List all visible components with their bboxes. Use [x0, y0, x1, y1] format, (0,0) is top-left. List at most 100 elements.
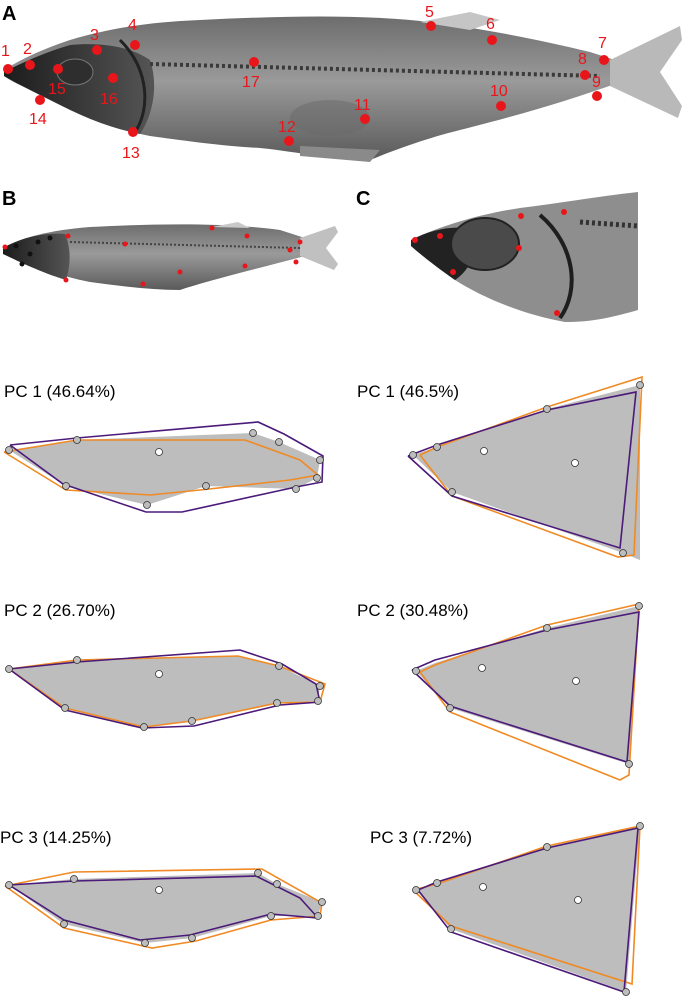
mean-shape — [416, 606, 639, 764]
landmark-number-14: 14 — [29, 111, 47, 128]
landmarks-b — [2, 225, 303, 287]
landmark-b-11 — [242, 263, 248, 269]
landmark-5 — [426, 21, 436, 31]
landmark-9 — [592, 91, 602, 101]
landmark-number-13: 13 — [122, 145, 140, 162]
fish-body-silhouette — [4, 16, 615, 160]
landmark-dots — [412, 822, 644, 996]
panel-letter-a: A — [2, 3, 16, 25]
pc-labels: PC 1 (46.64%) PC 2 (26.70%) PC 3 (14.25%… — [0, 382, 472, 847]
pc3-left-shape — [4, 868, 326, 949]
landmark-c-3 — [518, 213, 524, 219]
landmark-1 — [3, 64, 13, 74]
landmark-b-4 — [47, 235, 53, 241]
landmark-number-2: 2 — [23, 41, 32, 58]
pc3-right-shape — [412, 822, 644, 996]
orange-outline — [419, 602, 640, 781]
pc3-label-right: PC 3 (7.72%) — [370, 828, 472, 847]
landmark-b-10 — [293, 259, 299, 265]
landmark-b-14 — [63, 277, 69, 283]
landmark-7 — [599, 55, 609, 65]
landmark-b-8 — [297, 239, 303, 245]
landmark-number-16: 16 — [100, 91, 118, 108]
pc1-right-shape — [407, 375, 644, 560]
landmark-number-3: 3 — [90, 27, 99, 44]
landmark-number-17: 17 — [242, 74, 260, 91]
purple-outline — [8, 875, 320, 941]
caudal-fin-small — [300, 226, 338, 270]
landmark-number-10: 10 — [490, 83, 508, 100]
pc1-left-shape — [3, 421, 324, 513]
landmark-number-6: 6 — [486, 16, 495, 33]
landmark-number-15: 15 — [48, 81, 66, 98]
landmark-dots — [5, 869, 326, 947]
landmark-number-7: 7 — [598, 35, 607, 52]
landmark-b-9 — [287, 247, 293, 253]
landmark-b-16 — [27, 251, 33, 257]
landmark-b-13 — [140, 281, 146, 287]
landmark-number-11: 11 — [354, 97, 371, 114]
landmark-c-6 — [450, 269, 456, 275]
fish-head — [4, 44, 155, 134]
landmark-number-12: 12 — [278, 119, 296, 136]
mean-shape — [413, 385, 640, 560]
pc2-left-shape — [5, 649, 326, 731]
landmark-c-2 — [437, 233, 443, 239]
pelvic-fin — [300, 146, 380, 162]
mean-shape — [9, 656, 320, 727]
landmark-c-5 — [516, 245, 522, 251]
landmark-6 — [487, 35, 497, 45]
orange-outline — [419, 375, 643, 558]
operculum-edge — [118, 38, 147, 133]
fish-xray-full — [4, 12, 682, 162]
landmark-17 — [249, 57, 259, 67]
landmark-number-9: 9 — [592, 74, 601, 91]
landmark-numbers-a: 1 2 3 4 5 6 7 8 9 10 11 12 13 14 15 16 1… — [1, 4, 607, 162]
operculum-edge-c — [538, 213, 574, 320]
panel-c: C — [356, 188, 639, 322]
landmarks-a — [3, 21, 609, 146]
landmark-b-6 — [209, 225, 215, 231]
landmark-11 — [360, 114, 370, 124]
landmark-dots — [5, 429, 324, 509]
landmark-b-12 — [177, 269, 183, 275]
landmark-c-4 — [561, 209, 567, 215]
landmark-12 — [284, 136, 294, 146]
landmark-3 — [92, 45, 102, 55]
pc3-label-left: PC 3 (14.25%) — [0, 828, 112, 847]
landmark-c-7 — [554, 310, 560, 316]
landmarks-c — [412, 209, 567, 316]
pc2-right-shape — [411, 602, 643, 781]
landmark-4 — [130, 40, 140, 50]
landmark-b-2 — [13, 243, 19, 249]
purple-outline — [9, 421, 324, 513]
landmark-number-5: 5 — [425, 4, 434, 21]
vertebrae-c — [579, 219, 639, 229]
landmark-b-5 — [65, 233, 71, 239]
swim-bladder — [290, 100, 370, 136]
landmark-13 — [128, 127, 138, 137]
pc2-label-right: PC 2 (30.48%) — [357, 601, 469, 620]
landmark-15 — [53, 64, 63, 74]
panel-a: A — [1, 3, 682, 162]
landmark-dots — [409, 381, 644, 557]
landmark-16 — [108, 73, 118, 83]
landmark-c-1 — [412, 237, 418, 243]
pc1-label-left: PC 1 (46.64%) — [4, 382, 116, 401]
landmark-dots — [412, 602, 643, 768]
landmark-b-3 — [35, 239, 41, 245]
panel-b: B — [2, 188, 338, 290]
fish-head-xray — [411, 192, 639, 322]
fish-xray-small — [3, 222, 338, 290]
mean-shape — [9, 433, 320, 505]
landmark-number-4: 4 — [128, 17, 137, 34]
landmark-10 — [496, 101, 506, 111]
orange-outline — [3, 439, 320, 496]
mean-shape — [416, 826, 640, 992]
landmark-2 — [25, 60, 35, 70]
landmark-b-7 — [244, 233, 250, 239]
panel-letter-c: C — [356, 188, 370, 210]
dorsal-fin-small — [212, 222, 250, 228]
landmark-8 — [580, 70, 590, 80]
